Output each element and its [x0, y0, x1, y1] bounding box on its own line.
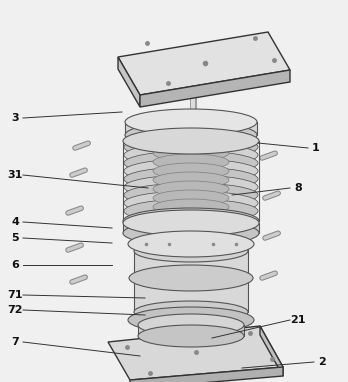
Text: 1: 1 — [312, 143, 320, 153]
Polygon shape — [140, 70, 290, 107]
Polygon shape — [260, 326, 283, 376]
Ellipse shape — [138, 325, 244, 347]
Ellipse shape — [153, 199, 229, 215]
Polygon shape — [108, 326, 283, 380]
Text: 2: 2 — [318, 357, 326, 367]
Ellipse shape — [153, 154, 229, 170]
Ellipse shape — [129, 265, 253, 291]
Polygon shape — [118, 32, 290, 95]
Ellipse shape — [124, 199, 258, 223]
Ellipse shape — [153, 172, 229, 188]
Ellipse shape — [123, 208, 259, 234]
Polygon shape — [130, 367, 283, 382]
Ellipse shape — [124, 151, 258, 175]
Ellipse shape — [124, 183, 258, 207]
Ellipse shape — [138, 314, 244, 336]
Text: 7: 7 — [11, 337, 19, 347]
Text: 3: 3 — [11, 113, 19, 123]
Text: 4: 4 — [11, 217, 19, 227]
Text: 31: 31 — [7, 170, 23, 180]
Text: 8: 8 — [294, 183, 302, 193]
Ellipse shape — [128, 307, 254, 333]
Text: 71: 71 — [7, 290, 23, 300]
Ellipse shape — [124, 159, 258, 183]
Ellipse shape — [124, 191, 258, 215]
Polygon shape — [123, 223, 259, 233]
Ellipse shape — [124, 135, 258, 159]
Polygon shape — [134, 244, 248, 312]
Polygon shape — [118, 57, 140, 107]
Ellipse shape — [134, 301, 248, 323]
Ellipse shape — [123, 128, 259, 154]
Text: 5: 5 — [11, 233, 19, 243]
Ellipse shape — [123, 210, 259, 236]
Ellipse shape — [153, 163, 229, 179]
Text: 72: 72 — [7, 305, 23, 315]
Ellipse shape — [153, 145, 229, 161]
Ellipse shape — [124, 175, 258, 199]
Polygon shape — [125, 122, 257, 135]
Ellipse shape — [153, 181, 229, 197]
Text: 6: 6 — [11, 260, 19, 270]
Ellipse shape — [124, 143, 258, 167]
Ellipse shape — [125, 109, 257, 135]
Polygon shape — [138, 325, 244, 336]
Text: 21: 21 — [290, 315, 306, 325]
Ellipse shape — [123, 220, 259, 246]
Ellipse shape — [128, 231, 254, 257]
Ellipse shape — [125, 122, 257, 148]
Ellipse shape — [134, 240, 248, 262]
Ellipse shape — [124, 167, 258, 191]
Ellipse shape — [153, 190, 229, 206]
